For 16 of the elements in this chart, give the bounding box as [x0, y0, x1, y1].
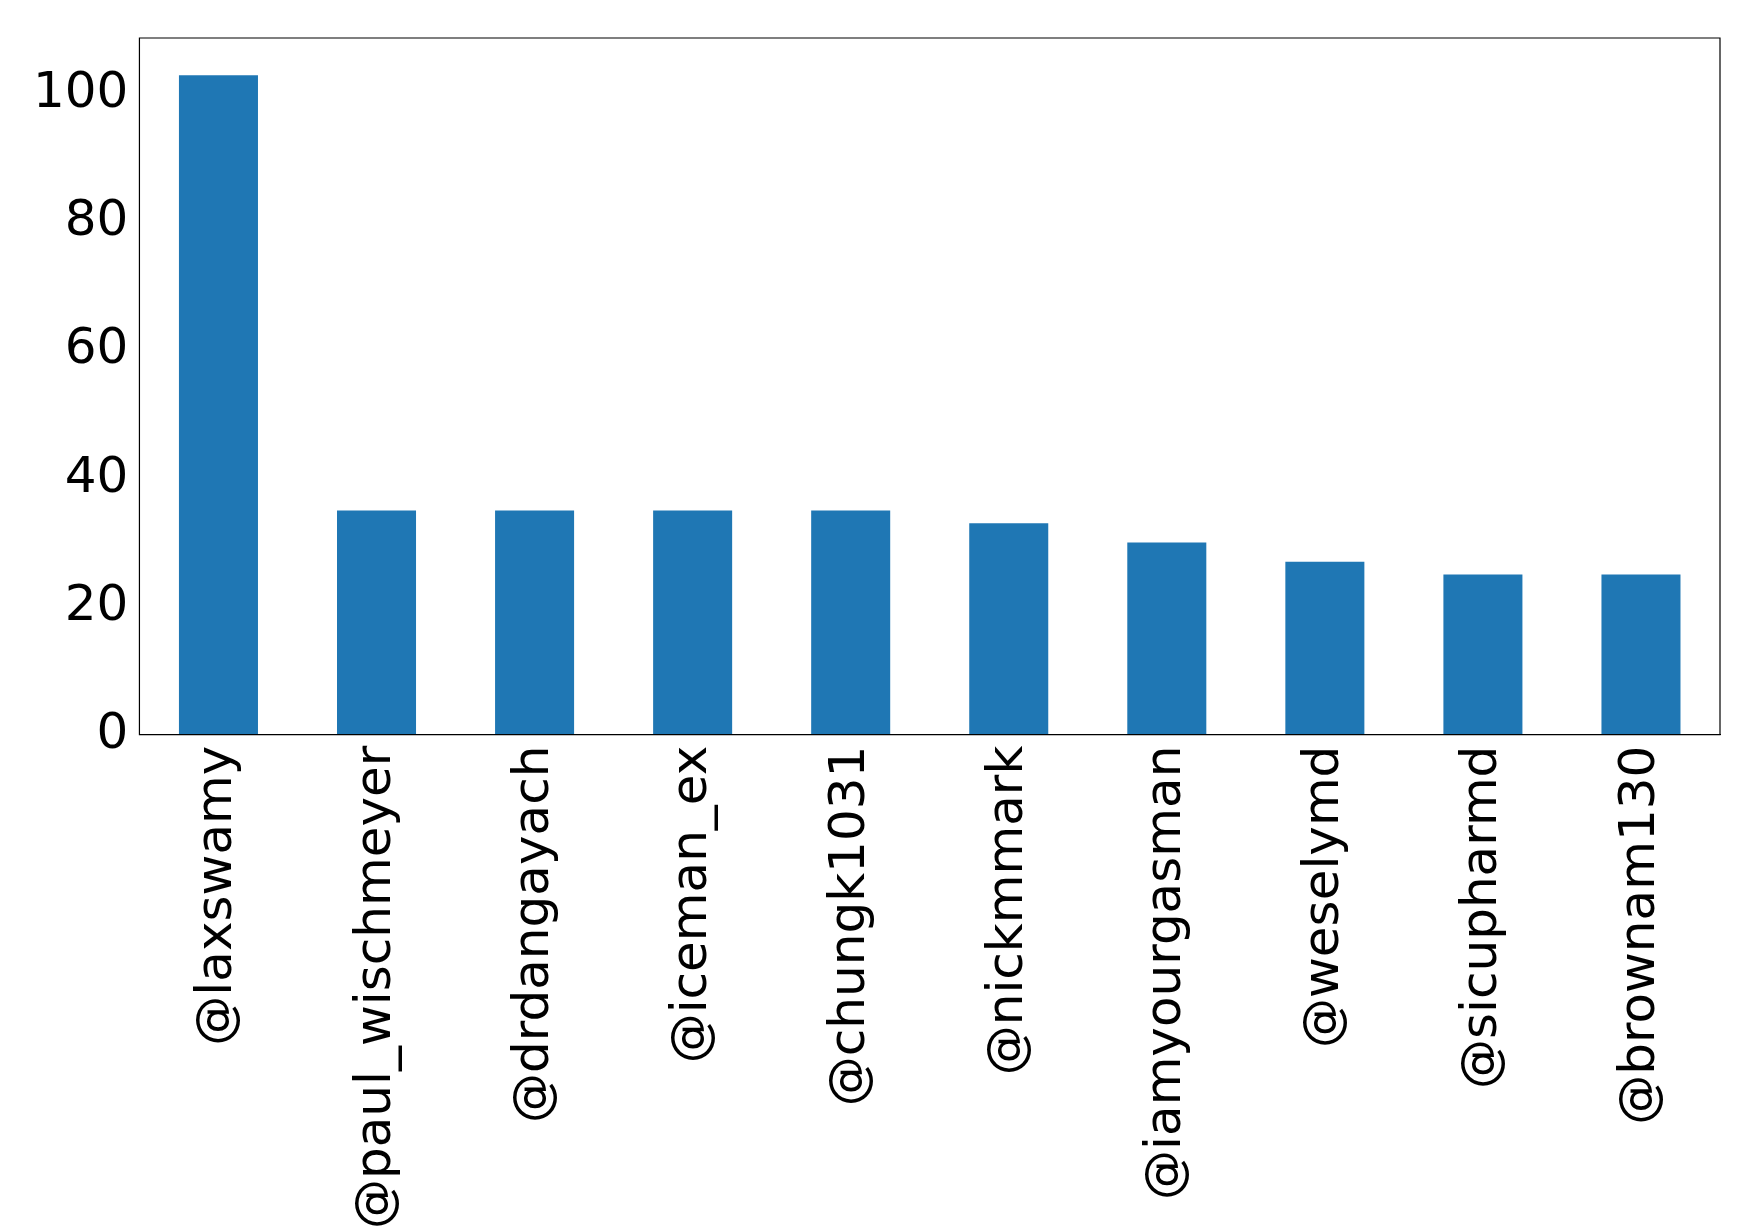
- x-tick-label: @drdangayach: [501, 745, 560, 1123]
- x-tick-label: @paul_wischmeyer: [343, 745, 402, 1230]
- x-tick-label: @chungk1031: [817, 745, 876, 1107]
- x-tick-label: @iceman_ex: [659, 745, 718, 1064]
- x-tick-label: @iamyourgasman: [1133, 745, 1192, 1200]
- x-tick-label: @nickmmark: [975, 745, 1034, 1076]
- y-tick-label: 80: [64, 189, 129, 248]
- x-tick-label: @weselymd: [1291, 745, 1350, 1049]
- x-tick-label: @sicupharmd: [1449, 745, 1508, 1089]
- y-tick-label: 20: [64, 573, 129, 632]
- y-tick-label: 0: [96, 701, 129, 760]
- y-tick-label: 100: [33, 61, 129, 120]
- y-tick-label: 40: [64, 445, 129, 504]
- y-tick-label: 60: [64, 317, 129, 376]
- x-tick-label: @laxswamy: [185, 745, 244, 1046]
- x-tick-label: @brownam130: [1607, 745, 1666, 1125]
